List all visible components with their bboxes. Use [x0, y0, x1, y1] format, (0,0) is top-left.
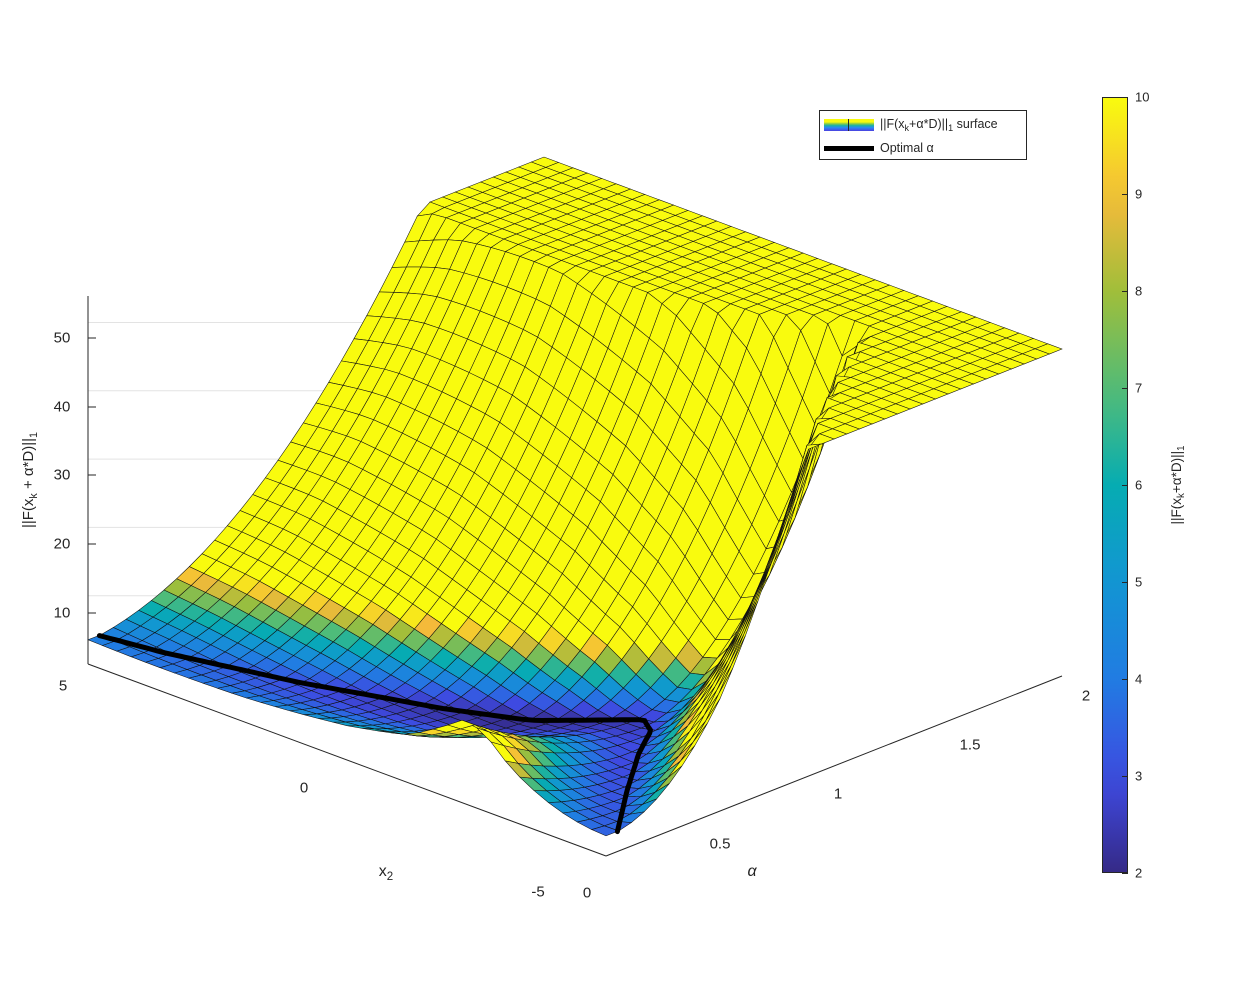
- legend-surface-label: ||F(xk+α*D)||1 surface: [880, 116, 998, 134]
- x-tick-0.5: 0.5: [709, 835, 731, 853]
- colorbar-tick-mark: [1122, 291, 1128, 292]
- colorbar-tick-mark: [1122, 97, 1128, 98]
- optimal-alpha-curve: [96, 633, 654, 835]
- x-tick-0: 0: [582, 884, 592, 902]
- colorbar-label: ||F(xk+α*D)||1: [1168, 445, 1188, 525]
- colorbar-tick-mark: [1122, 388, 1128, 389]
- colorbar-tick-label: 8: [1135, 283, 1143, 299]
- y-tick-5: 5: [58, 677, 68, 695]
- legend-optimal-label: Optimal α: [880, 141, 934, 155]
- colorbar-tick-label: 6: [1135, 477, 1143, 493]
- colorbar-tick-mark: [1122, 679, 1128, 680]
- z-tick-10: 10: [53, 604, 71, 622]
- axis-lines: [87, 296, 1063, 857]
- x-axis-label: α: [747, 863, 757, 880]
- y-tick-0: 0: [299, 779, 309, 797]
- colorbar-tick-mark: [1122, 582, 1128, 583]
- optimal-alpha-line: [96, 633, 654, 835]
- legend-item-surface: ||F(xk+α*D)||1 surface: [824, 115, 998, 135]
- colorbar-tick-label: 4: [1135, 671, 1143, 687]
- y-axis-label: x2: [378, 862, 394, 884]
- colorbar-tick-label: 3: [1135, 768, 1143, 784]
- colorbar-tick-mark: [1122, 194, 1128, 195]
- colorbar-tick-label: 2: [1135, 865, 1143, 881]
- legend: ||F(xk+α*D)||1 surface Optimal α: [819, 110, 1027, 160]
- colorbar-tick-label: 10: [1135, 89, 1150, 105]
- surface-mesh: [87, 156, 1063, 837]
- z-axis-label: ||F(xk + α*D)||1: [20, 431, 40, 529]
- colorbar-tick-label: 7: [1135, 380, 1143, 396]
- colorbar-tick-mark: [1122, 873, 1128, 874]
- x-tick-1: 1: [833, 785, 843, 803]
- surface-swatch: [824, 119, 874, 131]
- colorbar-tick-mark: [1122, 485, 1128, 486]
- colorbar-tick-mark: [1122, 776, 1128, 777]
- line-swatch: [824, 145, 874, 151]
- z-tick-40: 40: [53, 398, 71, 416]
- z-tick-20: 20: [53, 535, 71, 553]
- x-tick-1.5: 1.5: [959, 736, 981, 754]
- y-tick-neg5: -5: [531, 883, 545, 901]
- legend-item-optimal: Optimal α: [824, 138, 934, 158]
- alpha-axis-line: [605, 675, 1063, 857]
- z-tick-30: 30: [53, 466, 71, 484]
- colorbar-tick-label: 9: [1135, 186, 1143, 202]
- z-tick-50: 50: [53, 329, 71, 347]
- x-tick-2: 2: [1081, 687, 1091, 705]
- colorbar-tick-label: 5: [1135, 574, 1143, 590]
- x2-axis-line: [87, 663, 607, 857]
